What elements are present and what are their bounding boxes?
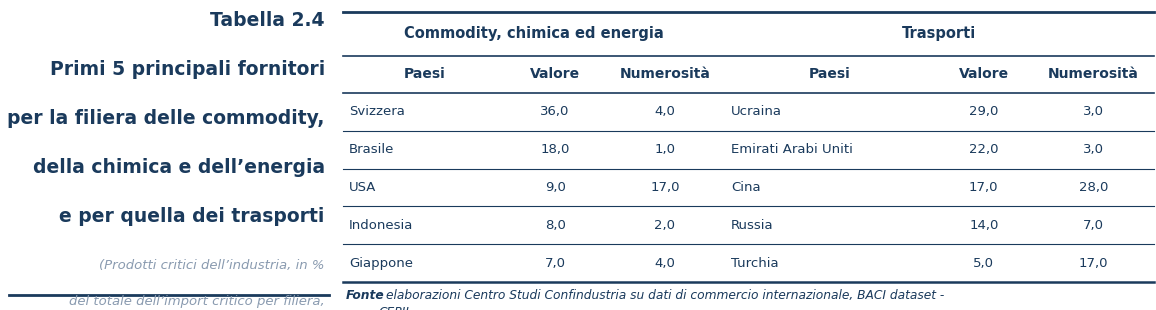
Text: : elaborazioni Centro Studi Confindustria su dati di commercio internazionale, B: : elaborazioni Centro Studi Confindustri… [378,289,944,310]
Text: Indonesia: Indonesia [349,219,414,232]
Text: della chimica e dell’energia: della chimica e dell’energia [32,158,325,177]
Text: 5,0: 5,0 [973,257,994,270]
Text: e per quella dei trasporti: e per quella dei trasporti [59,207,325,226]
Text: Emirati Arabi Uniti: Emirati Arabi Uniti [731,143,853,156]
Text: 4,0: 4,0 [654,257,675,270]
Text: 17,0: 17,0 [650,181,680,194]
Text: Turchia: Turchia [731,257,778,270]
Text: 8,0: 8,0 [544,219,565,232]
Text: 17,0: 17,0 [969,181,999,194]
Text: Cina: Cina [731,181,761,194]
Text: 9,0: 9,0 [544,181,565,194]
Text: 1,0: 1,0 [654,143,675,156]
Text: Ucraina: Ucraina [731,105,781,118]
Text: Russia: Russia [731,219,773,232]
Text: (Prodotti critici dell’industria, in %: (Prodotti critici dell’industria, in % [99,259,325,272]
Text: del totale dell’import critico per filiera,: del totale dell’import critico per filie… [69,294,325,308]
Text: 7,0: 7,0 [544,257,565,270]
Text: 18,0: 18,0 [540,143,570,156]
Text: 2,0: 2,0 [654,219,675,232]
Text: USA: USA [349,181,377,194]
Text: Primi 5 principali fornitori: Primi 5 principali fornitori [50,60,325,79]
Text: 29,0: 29,0 [969,105,999,118]
Text: Numerosità: Numerosità [620,67,710,81]
Text: Commodity, chimica ed energia: Commodity, chimica ed energia [405,26,664,41]
Text: Valore: Valore [529,67,580,81]
Text: Valore: Valore [958,67,1009,81]
Text: Trasporti: Trasporti [902,26,977,41]
Text: 14,0: 14,0 [969,219,999,232]
Text: 4,0: 4,0 [654,105,675,118]
Text: Svizzera: Svizzera [349,105,405,118]
Text: 28,0: 28,0 [1079,181,1109,194]
Text: Giappone: Giappone [349,257,413,270]
Text: Tabella 2.4: Tabella 2.4 [210,11,325,30]
Text: Paesi: Paesi [809,67,851,81]
Text: 3,0: 3,0 [1083,143,1104,156]
Text: Paesi: Paesi [403,67,445,81]
Text: Fonte: Fonte [346,289,384,302]
Text: 3,0: 3,0 [1083,105,1104,118]
Text: Numerosità: Numerosità [1048,67,1139,81]
Text: 22,0: 22,0 [969,143,999,156]
Text: 36,0: 36,0 [540,105,570,118]
Text: per la filiera delle commodity,: per la filiera delle commodity, [7,109,325,128]
Text: 7,0: 7,0 [1083,219,1104,232]
Text: Brasile: Brasile [349,143,394,156]
Text: 17,0: 17,0 [1079,257,1109,270]
